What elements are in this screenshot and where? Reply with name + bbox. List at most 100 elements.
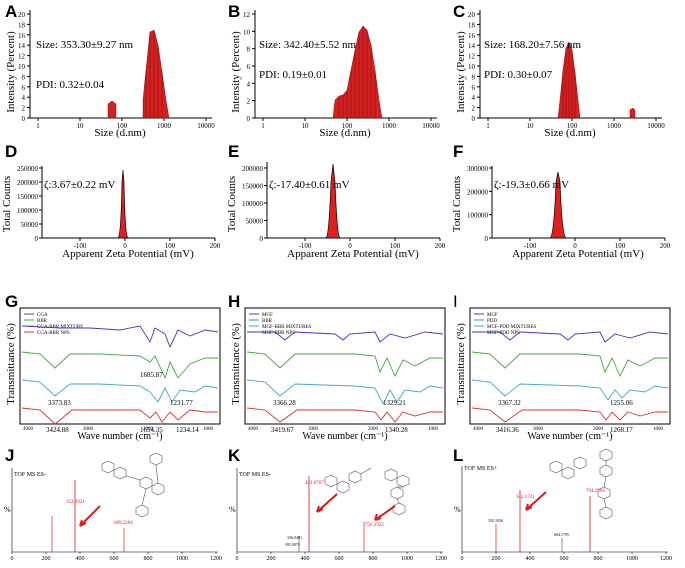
molecule-structure [101, 452, 165, 518]
ms-chart-J: TOF MS ES- % 353.0921 689.2204 0 200 400 60… [4, 452, 222, 562]
peak-label: 1231.77 [170, 399, 193, 407]
zeta-annotation: ζ:-19.3±0.66 mV [494, 179, 569, 191]
peak-label: 3419.67 [271, 426, 294, 434]
legend-label: CGA-BBR MIXTURE [37, 325, 83, 330]
panel-H: H Transmittance (%) MGF BBR MGF-BBR MIXTUR… [225, 292, 453, 442]
x-tick-label: 600 [110, 556, 119, 562]
panel-label: G [5, 292, 19, 311]
y-tick-label: 0 [472, 115, 476, 123]
x-axis-label: Size (d.nm) [544, 127, 596, 139]
peak-label: 395.0975 [285, 542, 300, 547]
panel-label: H [228, 292, 241, 311]
peak-label: 3366.28 [273, 399, 296, 407]
zeta-peak [324, 163, 342, 239]
y-tick-label: 2 [247, 98, 251, 106]
legend-label: BBR [262, 319, 273, 324]
y-tick-label: 250000 [17, 165, 39, 173]
y-tick-label: 0 [35, 235, 39, 243]
x-tick-label: 100 [165, 242, 176, 250]
x-axis-label: Wave number (cm⁻¹) [302, 431, 387, 442]
y-tick-label: 10 [18, 63, 26, 71]
peak-label: 421.0767 [305, 481, 324, 486]
y-axis-label: Total Counts [451, 176, 463, 232]
panel-label: E [228, 142, 240, 161]
peak-label: 604.1795 [554, 532, 569, 537]
x-tick-label: 400 [526, 556, 535, 562]
y-tick-label: 4 [247, 80, 251, 88]
peak-label: 3416.36 [496, 426, 519, 434]
x-tick-label: -100 [299, 242, 312, 250]
panel-G: G Transmittance (%) CGA BBR CGA-BBR MIXTUR… [0, 292, 228, 442]
x-tick-label: 200 [435, 242, 446, 250]
x-axis-label: Apparent Zeta Potential (mV) [287, 248, 419, 260]
y-axis-label: Intensity (Percent) [5, 31, 17, 113]
x-tick-label: 10 [77, 122, 85, 130]
peak-label: 1685.87 [140, 371, 163, 379]
y-tick-label: 2 [22, 105, 26, 113]
x-tick-label: 200 [660, 242, 671, 250]
x-tick-label: 1 [261, 122, 265, 130]
peak-small [107, 100, 117, 119]
peak-label: 3424.88 [46, 426, 69, 434]
zeta-chart-F: Total Counts 0 100000 200000 300000 -100 0 100… [451, 165, 671, 260]
x-tick-label: 0 [123, 242, 127, 250]
x-tick-label: -100 [524, 242, 537, 250]
x-tick-label: 1000 [203, 427, 214, 432]
zeta-annotation: ζ:3.67±0.22 mV [44, 179, 115, 191]
x-tick-label: 10 [302, 122, 310, 130]
x-tick-label: 200 [210, 242, 221, 250]
panel-C: C Intensity (Percent) 0 2 4 6 8 10 12 14 16 18 20 1… [450, 0, 685, 140]
y-axis-label: Intensity (Percent) [230, 31, 242, 113]
y-tick-label: 16 [468, 32, 476, 40]
y-tick-label: 100000 [242, 200, 264, 208]
legend-label: MGF-BBR MIXTURES [262, 325, 312, 330]
peak-small [629, 107, 636, 119]
y-tick-label: 0 [260, 235, 264, 243]
y-tick-label: 0 [22, 115, 26, 123]
y-tick-label: 10 [243, 28, 251, 36]
peak-label: 1268.17 [610, 426, 633, 434]
y-tick-label: 6 [247, 63, 251, 71]
panel-K: K TOF MS ES- % 421.0767 756.3922 336.048… [225, 446, 453, 563]
y-axis-label: Total Counts [1, 176, 13, 232]
y-tick-label: 200000 [467, 188, 489, 196]
y-tick-label: 8 [247, 46, 251, 54]
x-tick-label: 0 [11, 556, 14, 562]
y-tick-label: 50000 [246, 218, 264, 226]
x-tick-label: 100 [567, 122, 578, 130]
x-tick-label: 2000 [593, 427, 604, 432]
y-tick-label: 10 [468, 63, 476, 71]
y-tick-label: 18 [468, 21, 476, 29]
panel-F: F Total Counts 0 100000 200000 300000 -100 0 1… [450, 142, 685, 260]
x-tick-label: 2000 [143, 427, 154, 432]
y-tick-label: 14 [18, 42, 26, 50]
peak-label: 192.1036 [488, 518, 503, 523]
y-tick-label: 100000 [467, 212, 489, 220]
x-tick-label: 1 [486, 122, 490, 130]
x-tick-label: 400 [301, 556, 310, 562]
peak-label: 1329.21 [383, 399, 406, 407]
x-tick-label: 400 [76, 556, 85, 562]
x-tick-label: 10000 [422, 122, 440, 130]
y-tick-label: 0 [247, 115, 251, 123]
x-tick-label: 1200 [210, 556, 222, 562]
y-tick-label: 8 [472, 73, 476, 81]
peak-label: 704.2594 [586, 489, 605, 494]
x-tick-label: 1000 [653, 427, 664, 432]
panel-I: I Transmittance (%) MGF PDD MGF-PDD MIXTUR… [450, 292, 685, 442]
peak-label: 1654.35 [140, 426, 163, 434]
panel-E: E Total Counts 0 50000 100000 150000 200000 -… [225, 142, 453, 260]
panel-label: I [453, 292, 458, 311]
y-axis-percent: % [229, 505, 236, 514]
x-tick-label: 100 [342, 122, 353, 130]
panel-label: D [5, 142, 18, 161]
peak-label: 342.1721 [516, 495, 535, 500]
x-tick-label: 200 [492, 556, 501, 562]
y-tick-label: 8 [22, 73, 26, 81]
y-tick-label: 200000 [17, 179, 39, 187]
x-tick-label: 1200 [660, 556, 672, 562]
y-tick-label: 4 [472, 94, 476, 102]
x-axis-label: Size (d.nm) [94, 127, 146, 139]
y-tick-label: 16 [18, 32, 26, 40]
